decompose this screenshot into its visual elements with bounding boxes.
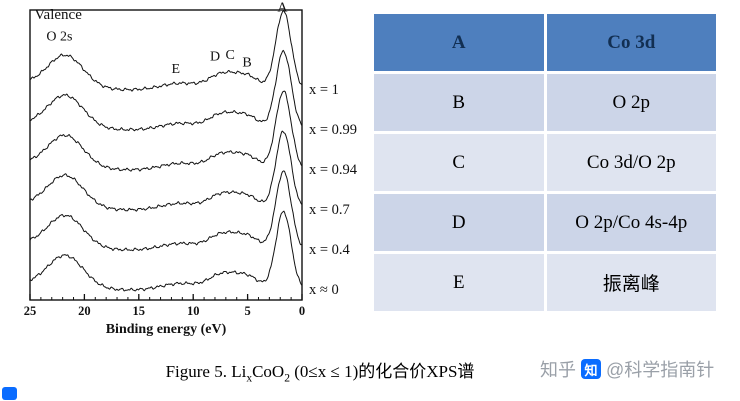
xps-spectra-svg: 25 20 15 10 5 0 Binding energy (eV) x = 1 x = 0.… <box>24 0 358 337</box>
spectrum-curve <box>29 90 303 172</box>
table-cell-assignment: Co 3d/O 2p <box>546 134 716 191</box>
table-cell-assignment: 振离峰 <box>546 254 716 311</box>
caption-text: Figure 5. Li <box>165 362 247 381</box>
series-label: x = 1 <box>309 82 339 98</box>
series-label: x = 0.4 <box>309 242 351 258</box>
table-cell-assignment: O 2p/Co 4s-4p <box>546 194 716 251</box>
peak-label: Valence <box>34 7 82 23</box>
watermark-brand: 知乎 <box>540 360 576 380</box>
figure-caption: Figure 5. LixCoO2 (0≤x ≤ 1)的化合价XPS谱 <box>80 357 560 384</box>
caption-subscript: x <box>246 371 253 385</box>
spectrum-curve <box>29 49 303 132</box>
x-tick-label: 0 <box>299 304 305 318</box>
peak-label: E <box>172 62 181 77</box>
x-tick-label: 20 <box>78 304 91 318</box>
table-cell-peak: B <box>374 74 544 131</box>
spectrum-curve <box>29 130 303 212</box>
zhihu-logo-icon: 知 <box>581 359 601 379</box>
peak-label: O 2s <box>46 30 72 45</box>
caption-text: CoO <box>252 362 285 381</box>
table-cell-peak: E <box>374 254 544 311</box>
spectrum-curve <box>29 10 302 92</box>
xps-spectra-chart: 25 20 15 10 5 0 Binding energy (eV) x = 1 x = 0.… <box>4 0 370 346</box>
x-tick-label: 25 <box>24 304 37 318</box>
series-label: x = 0.99 <box>309 122 357 138</box>
table-header-peak: A <box>374 14 544 71</box>
caption-text: (0≤x ≤ 1)的化合价XPS谱 <box>290 362 475 381</box>
x-axis-title: Binding energy (eV) <box>106 322 227 337</box>
x-tick-label: 10 <box>187 304 200 318</box>
series-label: x ≈ 0 <box>309 282 339 298</box>
table-cell-assignment: O 2p <box>546 74 716 131</box>
spectrum-curve <box>29 170 302 252</box>
peak-label: C <box>226 48 235 63</box>
peak-label: A <box>277 0 288 15</box>
corner-logo-fragment <box>2 387 17 400</box>
caption-subscript: 2 <box>284 371 290 385</box>
plot-frame <box>29 9 303 301</box>
table-header-row: A Co 3d <box>374 14 716 71</box>
table-cell-peak: D <box>374 194 544 251</box>
peak-label: B <box>242 56 251 71</box>
table-row: C Co 3d/O 2p <box>374 134 716 191</box>
table-row: E 振离峰 <box>374 254 716 311</box>
watermark: 知乎 知 @科学指南针 <box>540 356 714 382</box>
watermark-handle: @科学指南针 <box>606 360 715 380</box>
series-label: x = 0.94 <box>309 162 358 178</box>
peak-label: D <box>210 50 220 65</box>
x-tick-label: 5 <box>244 304 250 318</box>
spectrum-curve <box>29 210 303 292</box>
table-cell-peak: C <box>374 134 544 191</box>
table-header-assignment: Co 3d <box>546 14 716 71</box>
x-tick-label: 15 <box>133 304 146 318</box>
series-label: x = 0.7 <box>309 202 350 218</box>
